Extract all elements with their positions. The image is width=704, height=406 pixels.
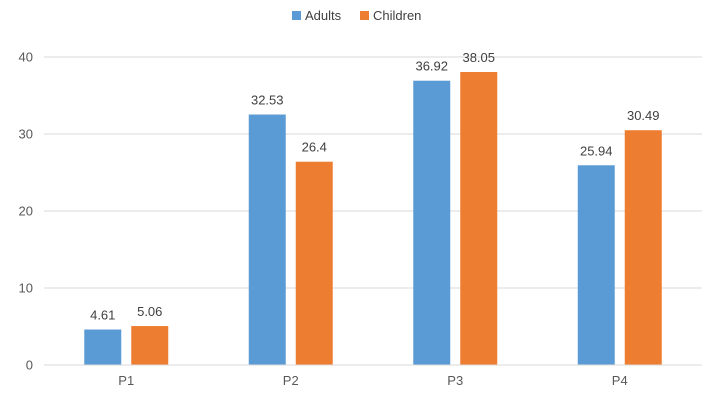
x-tick-label: P1 — [118, 373, 134, 388]
bar-children-p3 — [460, 72, 498, 365]
data-label: 30.49 — [627, 108, 660, 123]
data-label: 32.53 — [251, 93, 284, 108]
bar-children-p4 — [624, 130, 662, 365]
data-label: 38.05 — [462, 50, 495, 65]
legend: Adults Children — [292, 8, 421, 23]
bar-adults-p1 — [84, 329, 122, 365]
data-label: 5.06 — [137, 304, 162, 319]
y-tick-label: 20 — [19, 204, 33, 219]
data-label: 36.92 — [415, 59, 448, 74]
legend-swatch-adults — [292, 11, 301, 20]
y-tick-label: 10 — [19, 281, 33, 296]
bar-adults-p4 — [577, 165, 615, 365]
plot-area: 4.61 5.06 32.53 26.4 36.92 38.05 25.94 30.49 — [84, 50, 662, 365]
y-axis: 0 10 20 30 40 — [19, 50, 33, 373]
legend-label: Children — [373, 8, 421, 23]
bar-children-p2 — [295, 161, 333, 365]
legend-swatch-children — [360, 11, 369, 20]
bar-adults-p3 — [413, 80, 451, 365]
y-tick-label: 30 — [19, 127, 33, 142]
legend-label: Adults — [305, 8, 342, 23]
data-label: 25.94 — [580, 143, 613, 158]
x-tick-label: P2 — [283, 373, 299, 388]
bar-children-p1 — [131, 326, 169, 365]
x-tick-label: P3 — [447, 373, 463, 388]
x-tick-label: P4 — [612, 373, 628, 388]
data-label: 26.4 — [302, 140, 327, 155]
data-label: 4.61 — [90, 308, 115, 323]
y-tick-label: 40 — [19, 50, 33, 65]
y-tick-label: 0 — [26, 358, 33, 373]
bar-adults-p2 — [248, 114, 286, 365]
x-axis: P1 P2 P3 P4 — [44, 364, 702, 388]
